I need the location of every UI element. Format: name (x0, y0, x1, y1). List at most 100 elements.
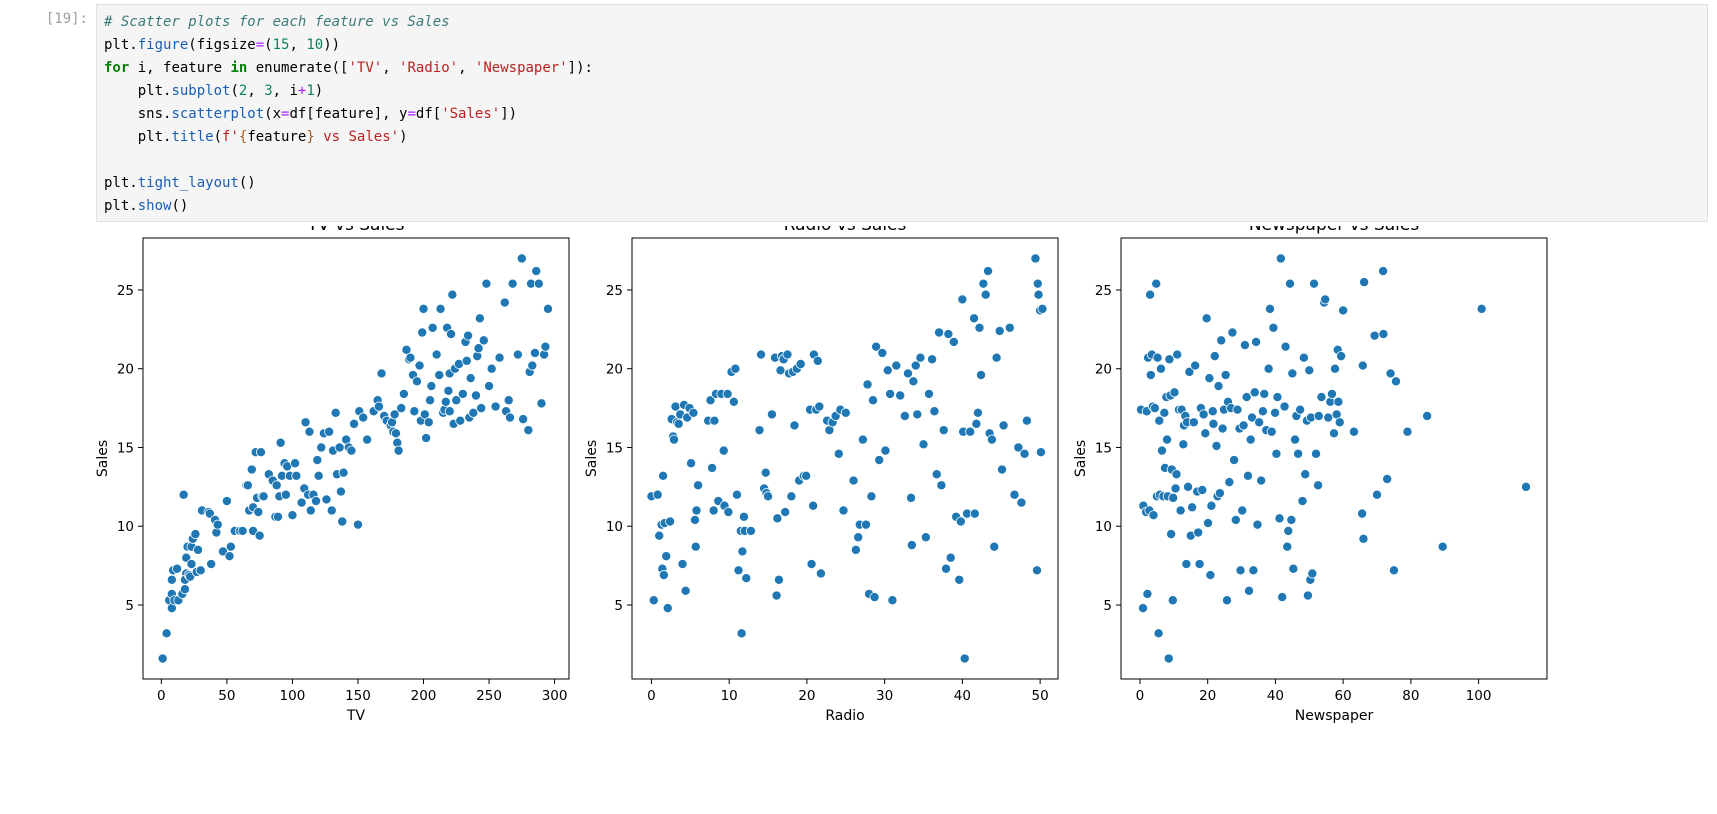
code-token: 15 (272, 37, 290, 53)
data-point (1259, 388, 1270, 399)
data-point (1270, 407, 1281, 418)
data-point (435, 303, 446, 314)
data-point (1032, 565, 1043, 576)
y-tick-label: 10 (1095, 519, 1112, 535)
data-point (1334, 417, 1345, 428)
data-point (290, 458, 301, 469)
y-tick-label: 25 (1095, 283, 1112, 299)
x-tick-label: 100 (280, 688, 306, 704)
data-point (1239, 340, 1250, 351)
data-point (1268, 322, 1279, 333)
data-point (840, 407, 851, 418)
data-point (224, 551, 235, 562)
data-point (499, 297, 510, 308)
data-point (490, 401, 501, 412)
data-point (1378, 329, 1389, 340)
data-point (1208, 418, 1219, 429)
data-point (1227, 327, 1238, 338)
y-axis-label: Sales (584, 440, 600, 477)
x-tick-label: 0 (647, 688, 656, 704)
x-tick-label: 50 (1032, 688, 1049, 704)
data-point (658, 470, 669, 481)
data-point (1254, 417, 1265, 428)
code-token: subplot (171, 83, 231, 99)
data-point (906, 540, 917, 551)
code-token: 'Sales' (441, 106, 501, 122)
code-token: ( (213, 129, 223, 145)
code-cell-editor[interactable]: # Scatter plots for each feature vs Sale… (96, 4, 1708, 222)
data-point (536, 398, 547, 409)
data-point (401, 344, 412, 355)
code-token: plt. (104, 129, 172, 145)
data-point (1357, 360, 1368, 371)
data-point (463, 330, 474, 341)
data-point (882, 365, 893, 376)
data-point (486, 363, 497, 374)
data-point (258, 491, 269, 502)
data-point (503, 395, 514, 406)
data-point (908, 376, 919, 387)
code-line: plt.title(f'{feature} vs Sales') (104, 126, 1700, 149)
data-point (1159, 407, 1170, 418)
data-point (1302, 590, 1313, 601)
data-point (425, 395, 436, 406)
data-point (398, 388, 409, 399)
data-point (806, 559, 817, 570)
y-tick-label: 25 (606, 283, 623, 299)
data-point (512, 349, 523, 360)
data-point (396, 403, 407, 414)
data-point (978, 278, 989, 289)
data-point (1263, 363, 1274, 374)
data-point (352, 519, 363, 530)
chart-title: Newspaper vs Sales (1249, 226, 1420, 235)
data-point (1320, 294, 1331, 305)
data-point (455, 415, 466, 426)
data-point (1207, 406, 1218, 417)
data-point (1204, 373, 1215, 384)
data-point (1382, 473, 1393, 484)
data-point (941, 563, 952, 574)
data-point (312, 455, 323, 466)
code-token: ( (230, 83, 239, 99)
data-point (255, 447, 266, 458)
data-point (705, 395, 716, 406)
data-point (1032, 278, 1043, 289)
data-point (906, 492, 917, 503)
x-tick-label: 10 (721, 688, 738, 704)
data-point (405, 352, 416, 363)
data-point (296, 497, 307, 508)
y-tick-label: 15 (1095, 440, 1112, 456)
data-point (923, 388, 934, 399)
data-point (910, 360, 921, 371)
x-tick-label: 40 (1267, 688, 1284, 704)
data-point (316, 442, 327, 453)
data-point (665, 516, 676, 527)
data-point (815, 568, 826, 579)
data-point (1220, 370, 1231, 381)
data-point (1175, 505, 1186, 516)
data-point (190, 529, 201, 540)
y-tick-label: 5 (1103, 598, 1112, 614)
data-point (677, 559, 688, 570)
data-point (494, 352, 505, 363)
code-token: ) (314, 83, 324, 99)
data-point (1030, 253, 1041, 264)
data-point (1154, 415, 1165, 426)
data-point (1167, 595, 1178, 606)
data-point (927, 354, 938, 365)
data-point (1171, 469, 1182, 480)
data-point (920, 532, 931, 543)
data-point (1293, 448, 1304, 459)
data-point (899, 410, 910, 421)
data-point (451, 395, 462, 406)
data-point (772, 513, 783, 524)
data-point (887, 595, 898, 606)
code-token: vs Sales' (314, 129, 400, 145)
data-point (885, 388, 896, 399)
data-point (1304, 365, 1315, 376)
code-token: ]): (567, 60, 593, 76)
data-point (1277, 592, 1288, 603)
data-point (362, 434, 373, 445)
code-token: 'TV' (348, 60, 383, 76)
